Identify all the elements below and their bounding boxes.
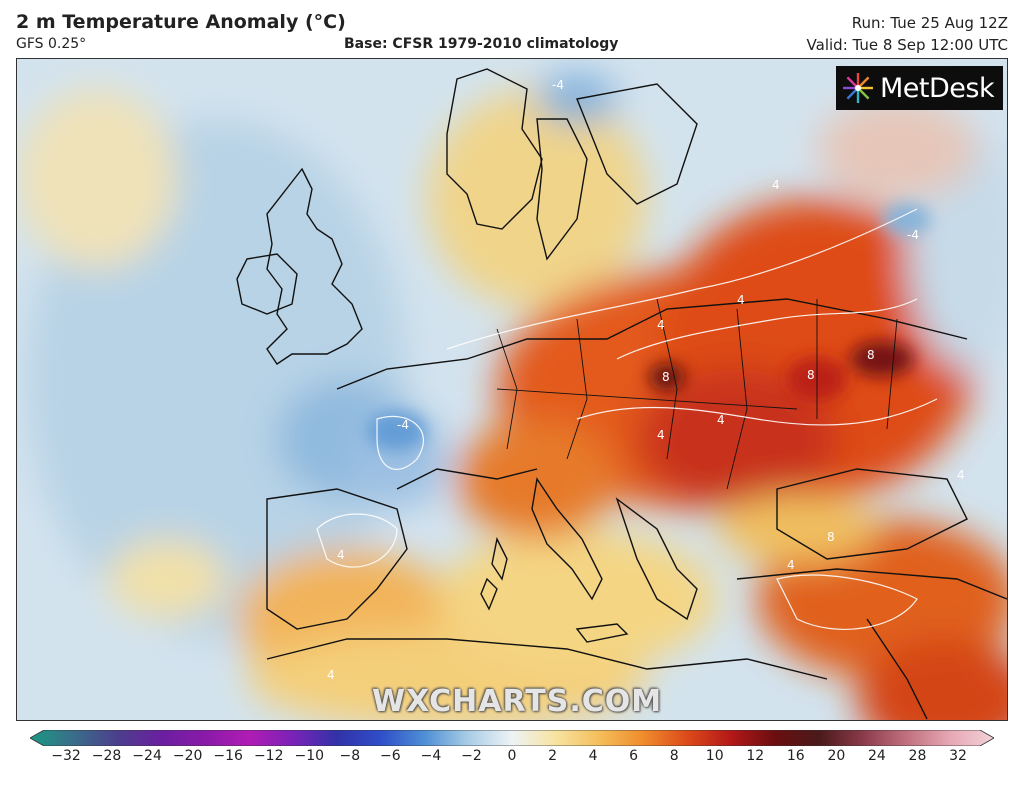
colorbar-ticks: −32 −28 −24 −20 −16 −12 −10 −8 −6 −4 −2 0 2 4 6 8 10 12 16… <box>30 748 994 770</box>
colorbar-tick-label: 28 <box>908 748 927 764</box>
colorbar-tick-label: 10 <box>705 748 724 764</box>
contour-label: 4 <box>327 668 335 682</box>
contour-label: -4 <box>907 228 919 242</box>
run-label: Run: Tue 25 Aug 12Z <box>851 14 1008 32</box>
contour-label: 8 <box>827 530 835 544</box>
base-label: Base: CFSR 1979-2010 climatology <box>344 36 619 52</box>
watermark: WXCHARTS.COM <box>372 684 663 719</box>
colorbar-tick-label: −2 <box>461 748 482 764</box>
colorbar-tick-label: 0 <box>507 748 517 764</box>
colorbar-tick-label: 4 <box>588 748 598 764</box>
coastlines <box>236 68 1007 720</box>
contour-label: 8 <box>807 368 815 382</box>
valid-label: Valid: Tue 8 Sep 12:00 UTC <box>806 36 1008 54</box>
colorbar-tick-label: 12 <box>746 748 765 764</box>
metdesk-logo: MetDesk <box>836 66 1003 110</box>
colorbar-tick-label: −28 <box>91 748 122 764</box>
chart-title: 2 m Temperature Anomaly (°C) <box>16 11 346 33</box>
contour-label: 4 <box>657 318 665 332</box>
model-label: GFS 0.25° <box>16 36 87 52</box>
colorbar-tick-label: 8 <box>669 748 679 764</box>
contour-label: 4 <box>772 178 780 192</box>
logo-text: MetDesk <box>880 72 995 104</box>
colorbar-tick-label: −10 <box>294 748 325 764</box>
colorbar <box>30 730 994 746</box>
colorbar-tick-label: −32 <box>51 748 81 764</box>
contour-label: -4 <box>552 78 564 92</box>
contour-label: 8 <box>662 370 670 384</box>
colorbar-tick-label: −12 <box>253 748 284 764</box>
contour-label-group: -4 4 4 4 8 8 8 4 -4 4 8 4 4 4 -4 4 <box>327 78 965 682</box>
map-canvas: -4 4 4 4 8 8 8 4 -4 4 8 4 4 4 -4 4 <box>17 59 1007 720</box>
contour-label: 4 <box>717 413 725 427</box>
colorbar-tick-label: 16 <box>786 748 805 764</box>
contour-label: 8 <box>867 348 875 362</box>
colorbar-tick-label: 6 <box>629 748 639 764</box>
contour-label: 4 <box>787 558 795 572</box>
colorbar-tick-label: 32 <box>949 748 967 764</box>
anomaly-contours <box>316 208 938 630</box>
colorbar-tick-label: 24 <box>867 748 886 764</box>
colorbar-tick-label: 20 <box>827 748 846 764</box>
colorbar-tick-label: −16 <box>213 748 243 764</box>
anomaly-field <box>17 74 1007 720</box>
colorbar-tick-label: −4 <box>420 748 442 764</box>
colorbar-tick-label: −24 <box>132 748 162 764</box>
contour-label: -4 <box>397 418 409 432</box>
colorbar-tick-label: −20 <box>172 748 203 764</box>
contour-label: 4 <box>657 428 665 442</box>
colorbar-tick-label: −6 <box>380 748 401 764</box>
contour-label: 4 <box>337 548 345 562</box>
contour-label: 4 <box>737 293 745 307</box>
metdesk-burst-icon <box>843 73 873 103</box>
anomaly-map[interactable]: -4 4 4 4 8 8 8 4 -4 4 8 4 4 4 -4 4 <box>16 58 1008 721</box>
contour-label: 4 <box>957 468 965 482</box>
colorbar-tick-label: −8 <box>339 748 361 764</box>
colorbar-tick-label: 2 <box>548 748 557 764</box>
